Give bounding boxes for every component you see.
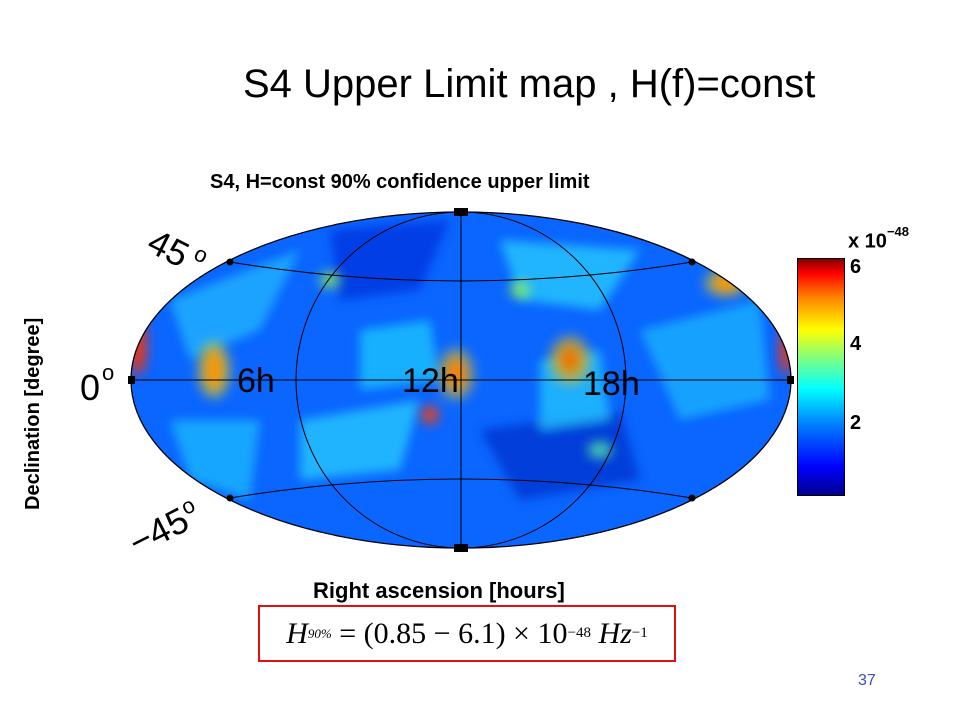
grid-markers [128, 208, 794, 552]
formula-box: H 90% = (0.85 − 6.1) × 10 −48 Hz −1 [258, 605, 676, 662]
dec-label-0: 0 [80, 367, 100, 408]
ra-label-18h: 18h [583, 365, 640, 403]
formula-exponent: −48 [567, 625, 591, 641]
dec-label-0-degree: o [102, 360, 114, 385]
colorbar-multiplier-text: x 10 [848, 230, 887, 253]
colorbar-multiplier: x 10−48 [848, 224, 909, 254]
dec-label-45-degree: o [190, 241, 212, 269]
colorbar-multiplier-exponent: −48 [886, 224, 909, 239]
colorbar-tick-2: 2 [850, 412, 862, 434]
formula-unit: Hz [598, 616, 632, 650]
colorbar-tick-4: 4 [850, 333, 862, 355]
dec-label-45: 45 [141, 221, 195, 276]
formula-range: = (0.85 − 6.1) × 10 [339, 616, 568, 650]
formula-symbol: H [286, 616, 308, 650]
ra-label-12h: 12h [402, 362, 459, 400]
plot-title: S4, H=const 90% confidence upper limit [210, 171, 590, 193]
colorbar [797, 258, 845, 496]
map-texture [131, 220, 791, 500]
x-axis-label: Right ascension [hours] [313, 578, 565, 603]
formula-unit-exponent: −1 [631, 625, 648, 641]
formula-subscript: 90% [307, 625, 332, 641]
colorbar-tick-6: 6 [850, 256, 862, 278]
slide-title: S4 Upper Limit map , H(f)=const [243, 62, 816, 106]
ra-label-6h: 6h [237, 362, 275, 400]
page-number: 37 [858, 672, 876, 689]
